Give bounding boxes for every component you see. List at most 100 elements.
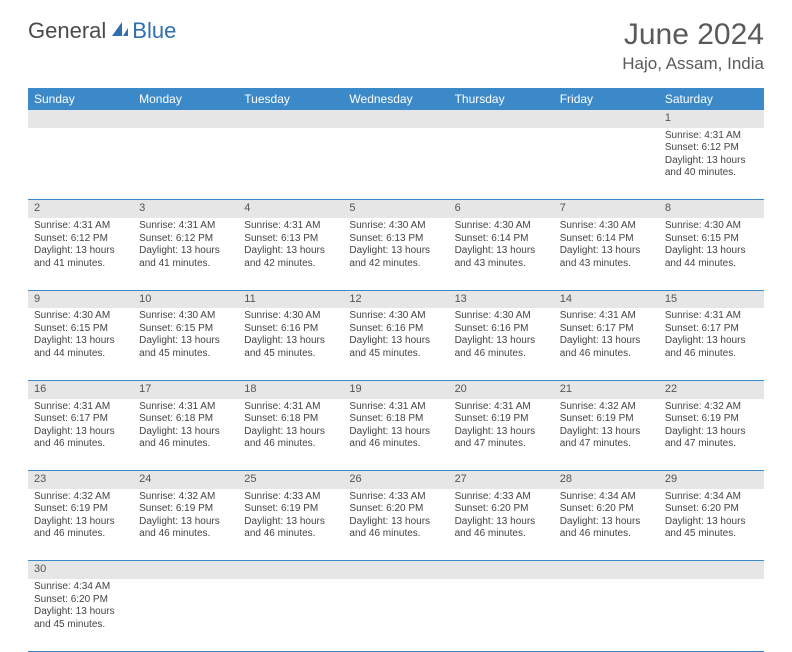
day-number [238,110,343,128]
daylight-text: Daylight: 13 hours and 46 minutes. [34,426,127,451]
daylight-text: Daylight: 13 hours and 46 minutes. [139,426,232,451]
week-row: Sunrise: 4:31 AMSunset: 6:12 PMDaylight:… [28,218,764,290]
day-cell [343,579,448,651]
daylight-text: Daylight: 13 hours and 47 minutes. [560,426,653,451]
sunrise-text: Sunrise: 4:33 AM [349,491,442,504]
daylight-text: Daylight: 13 hours and 46 minutes. [34,516,127,541]
daynum-row: 2345678 [28,200,764,218]
day-cell: Sunrise: 4:30 AMSunset: 6:15 PMDaylight:… [133,308,238,380]
daylight-text: Daylight: 13 hours and 45 minutes. [244,335,337,360]
day-number: 24 [133,471,238,489]
day-cell: Sunrise: 4:30 AMSunset: 6:15 PMDaylight:… [28,308,133,380]
sunrise-text: Sunrise: 4:30 AM [139,310,232,323]
sunrise-text: Sunrise: 4:32 AM [665,401,758,414]
sunset-text: Sunset: 6:12 PM [139,233,232,246]
sunrise-text: Sunrise: 4:34 AM [560,491,653,504]
day-cell: Sunrise: 4:31 AMSunset: 6:18 PMDaylight:… [343,399,448,471]
day-number [343,561,448,579]
day-cell: Sunrise: 4:34 AMSunset: 6:20 PMDaylight:… [554,489,659,561]
day-number: 30 [28,561,133,579]
daylight-text: Daylight: 13 hours and 46 minutes. [349,516,442,541]
daylight-text: Daylight: 13 hours and 42 minutes. [349,245,442,270]
day-cell [133,128,238,200]
daylight-text: Daylight: 13 hours and 46 minutes. [560,516,653,541]
day-number: 14 [554,290,659,308]
day-cell: Sunrise: 4:31 AMSunset: 6:13 PMDaylight:… [238,218,343,290]
day-cell: Sunrise: 4:30 AMSunset: 6:16 PMDaylight:… [238,308,343,380]
calendar-body: 1Sunrise: 4:31 AMSunset: 6:12 PMDaylight… [28,110,764,651]
day-cell: Sunrise: 4:31 AMSunset: 6:19 PMDaylight:… [449,399,554,471]
day-number: 13 [449,290,554,308]
sunset-text: Sunset: 6:12 PM [34,233,127,246]
day-cell [238,579,343,651]
calendar-head: SundayMondayTuesdayWednesdayThursdayFrid… [28,88,764,110]
weekday-header: Sunday [28,88,133,110]
sunset-text: Sunset: 6:17 PM [560,323,653,336]
sunrise-text: Sunrise: 4:31 AM [244,220,337,233]
sunset-text: Sunset: 6:20 PM [455,503,548,516]
daylight-text: Daylight: 13 hours and 46 minutes. [244,516,337,541]
sunrise-text: Sunrise: 4:33 AM [244,491,337,504]
day-number: 28 [554,471,659,489]
day-number: 9 [28,290,133,308]
day-cell: Sunrise: 4:31 AMSunset: 6:17 PMDaylight:… [554,308,659,380]
daylight-text: Daylight: 13 hours and 46 minutes. [665,335,758,360]
sunset-text: Sunset: 6:15 PM [139,323,232,336]
day-cell: Sunrise: 4:31 AMSunset: 6:18 PMDaylight:… [133,399,238,471]
sunrise-text: Sunrise: 4:31 AM [139,401,232,414]
daylight-text: Daylight: 13 hours and 41 minutes. [139,245,232,270]
day-cell: Sunrise: 4:32 AMSunset: 6:19 PMDaylight:… [659,399,764,471]
day-number [133,110,238,128]
daylight-text: Daylight: 13 hours and 45 minutes. [34,606,127,631]
location: Hajo, Assam, India [622,54,764,74]
sunrise-text: Sunrise: 4:31 AM [665,130,758,143]
sunset-text: Sunset: 6:14 PM [455,233,548,246]
daylight-text: Daylight: 13 hours and 43 minutes. [455,245,548,270]
sunset-text: Sunset: 6:20 PM [560,503,653,516]
sunrise-text: Sunrise: 4:30 AM [244,310,337,323]
sunrise-text: Sunrise: 4:31 AM [455,401,548,414]
day-cell: Sunrise: 4:30 AMSunset: 6:14 PMDaylight:… [449,218,554,290]
sunrise-text: Sunrise: 4:30 AM [349,310,442,323]
week-row: Sunrise: 4:30 AMSunset: 6:15 PMDaylight:… [28,308,764,380]
day-number: 21 [554,380,659,398]
daylight-text: Daylight: 13 hours and 45 minutes. [665,516,758,541]
sunset-text: Sunset: 6:17 PM [34,413,127,426]
sunset-text: Sunset: 6:17 PM [665,323,758,336]
day-cell [554,579,659,651]
day-cell: Sunrise: 4:31 AMSunset: 6:17 PMDaylight:… [659,308,764,380]
day-number [449,110,554,128]
daylight-text: Daylight: 13 hours and 47 minutes. [455,426,548,451]
day-cell: Sunrise: 4:34 AMSunset: 6:20 PMDaylight:… [28,579,133,651]
sunrise-text: Sunrise: 4:30 AM [455,310,548,323]
weekday-header: Tuesday [238,88,343,110]
daylight-text: Daylight: 13 hours and 46 minutes. [139,516,232,541]
calendar-table: SundayMondayTuesdayWednesdayThursdayFrid… [28,88,764,652]
week-row: Sunrise: 4:34 AMSunset: 6:20 PMDaylight:… [28,579,764,651]
day-cell: Sunrise: 4:30 AMSunset: 6:16 PMDaylight:… [343,308,448,380]
day-cell [238,128,343,200]
day-number: 11 [238,290,343,308]
brand-logo: GeneralBlue [28,18,176,44]
daynum-row: 23242526272829 [28,471,764,489]
daylight-text: Daylight: 13 hours and 44 minutes. [34,335,127,360]
day-number [554,561,659,579]
day-number [554,110,659,128]
day-number: 25 [238,471,343,489]
month-title: June 2024 [622,18,764,52]
daylight-text: Daylight: 13 hours and 42 minutes. [244,245,337,270]
sunset-text: Sunset: 6:13 PM [244,233,337,246]
day-cell [449,579,554,651]
day-number: 20 [449,380,554,398]
day-number [343,110,448,128]
weekday-header: Monday [133,88,238,110]
day-cell: Sunrise: 4:32 AMSunset: 6:19 PMDaylight:… [554,399,659,471]
sunrise-text: Sunrise: 4:34 AM [34,581,127,594]
day-cell: Sunrise: 4:30 AMSunset: 6:14 PMDaylight:… [554,218,659,290]
sunset-text: Sunset: 6:18 PM [244,413,337,426]
day-number: 15 [659,290,764,308]
daylight-text: Daylight: 13 hours and 43 minutes. [560,245,653,270]
sunset-text: Sunset: 6:18 PM [349,413,442,426]
sunset-text: Sunset: 6:20 PM [665,503,758,516]
day-number [28,110,133,128]
